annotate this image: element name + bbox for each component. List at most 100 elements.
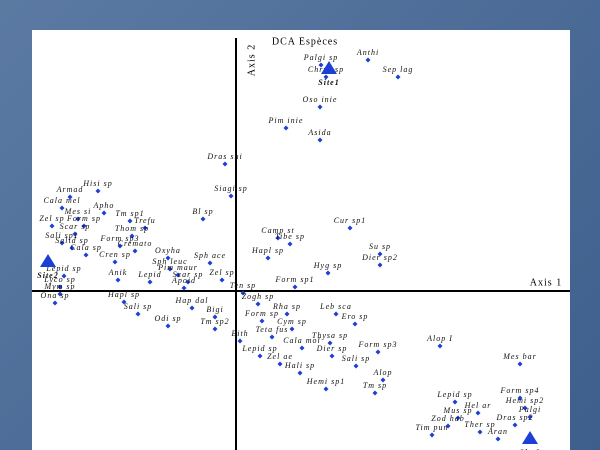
site-point xyxy=(522,431,538,444)
species-point xyxy=(165,255,171,261)
species-label: Siagi sp xyxy=(214,184,248,193)
species-label: Cym sp xyxy=(277,317,307,326)
species-point xyxy=(67,194,73,200)
species-point xyxy=(445,423,451,429)
x-axis-label: Axis 1 xyxy=(530,277,562,288)
species-label: Zod hab xyxy=(431,414,464,423)
species-point xyxy=(289,326,295,332)
species-label: Hisi sp xyxy=(82,179,112,188)
species-point xyxy=(365,57,371,63)
species-label: Lepid xyxy=(137,270,161,279)
species-point xyxy=(135,311,141,317)
species-label: Lyco sp xyxy=(43,275,75,284)
species-point xyxy=(287,241,293,247)
species-point xyxy=(352,321,358,327)
species-point xyxy=(257,353,263,359)
species-label: Thom sp xyxy=(115,224,149,233)
species-label: Hapl sp xyxy=(107,290,140,299)
species-label: Tm sp2 xyxy=(200,317,229,326)
species-label: Anik xyxy=(108,268,128,277)
species-label: Alop I xyxy=(426,334,453,343)
species-label: Oso inie xyxy=(303,95,338,104)
species-label: Mes si xyxy=(64,207,92,216)
species-label: Su sp xyxy=(369,242,391,251)
species-point xyxy=(59,205,65,211)
species-point xyxy=(323,386,329,392)
species-label: Form sp3 xyxy=(358,340,398,349)
species-point xyxy=(132,248,138,254)
species-point xyxy=(375,349,381,355)
species-point xyxy=(49,223,55,229)
plot-panel xyxy=(32,30,570,450)
species-label: Ona sp xyxy=(41,291,70,300)
species-point xyxy=(69,245,75,251)
species-label: Salid sp xyxy=(55,236,89,245)
species-label: Sep lag xyxy=(383,65,414,74)
species-label: Dras sp2 xyxy=(495,413,533,422)
species-point xyxy=(129,233,135,239)
species-point xyxy=(95,188,101,194)
species-label: Palgi xyxy=(518,405,541,414)
species-label: Alop xyxy=(372,368,392,377)
site-label: Site1 xyxy=(318,78,339,87)
species-label: Aran xyxy=(487,427,508,436)
species-point xyxy=(455,415,461,421)
species-point xyxy=(117,243,123,249)
species-point xyxy=(237,338,243,344)
species-point xyxy=(147,279,153,285)
y-axis-label: Axis 2 xyxy=(246,44,257,76)
species-label: Tm sp1 xyxy=(115,209,144,218)
species-point xyxy=(327,340,333,346)
site-label: Site2 xyxy=(37,271,58,280)
species-label: Cur sp1 xyxy=(334,216,367,225)
species-point xyxy=(200,216,206,222)
species-point xyxy=(495,436,501,442)
species-label: Hyg sp xyxy=(313,261,342,270)
species-point xyxy=(323,74,329,80)
species-point xyxy=(318,62,324,68)
species-point xyxy=(185,279,191,285)
species-point xyxy=(175,272,181,278)
species-label: Dier sp2 xyxy=(361,253,398,262)
species-label: Form sp1 xyxy=(275,275,315,284)
species-point xyxy=(292,284,298,290)
species-point xyxy=(522,405,528,411)
species-point xyxy=(275,235,281,241)
species-point xyxy=(317,104,323,110)
species-label: Palgi sp xyxy=(303,53,338,62)
species-point xyxy=(121,299,127,305)
species-label: Tim pun xyxy=(415,423,448,432)
species-label: Odi sp xyxy=(154,314,181,323)
species-label: Hemi sp2 xyxy=(505,396,544,405)
species-label: Bl sp xyxy=(192,207,213,216)
species-label: Ten sp xyxy=(230,281,256,290)
species-label: Tibe sp xyxy=(275,232,305,241)
species-point xyxy=(207,260,213,266)
species-point xyxy=(212,326,218,332)
species-label: Thysa sp xyxy=(312,331,348,340)
species-label: Sph leuc xyxy=(152,257,187,266)
species-point xyxy=(325,270,331,276)
species-label: Mes bar xyxy=(502,352,536,361)
species-label: Apoid xyxy=(171,276,196,285)
species-label: Form sp xyxy=(244,309,279,318)
species-label: Zel sp xyxy=(209,268,234,277)
species-label: Scar sp xyxy=(173,270,204,279)
species-label: Oxyha xyxy=(155,246,181,255)
species-label: Bith xyxy=(231,329,248,338)
species-point xyxy=(189,305,195,311)
species-point xyxy=(222,161,228,167)
species-point xyxy=(517,361,523,367)
species-point xyxy=(52,300,58,306)
species-label: Hapl sp xyxy=(251,246,284,255)
species-point xyxy=(429,432,435,438)
species-point xyxy=(57,284,63,290)
species-label: Cala sp xyxy=(70,243,102,252)
species-label: Hali sp xyxy=(284,361,315,370)
species-point xyxy=(165,323,171,329)
species-point xyxy=(181,285,187,291)
species-label: Form sp3 xyxy=(100,234,140,243)
species-point xyxy=(101,210,107,216)
species-point xyxy=(299,345,305,351)
